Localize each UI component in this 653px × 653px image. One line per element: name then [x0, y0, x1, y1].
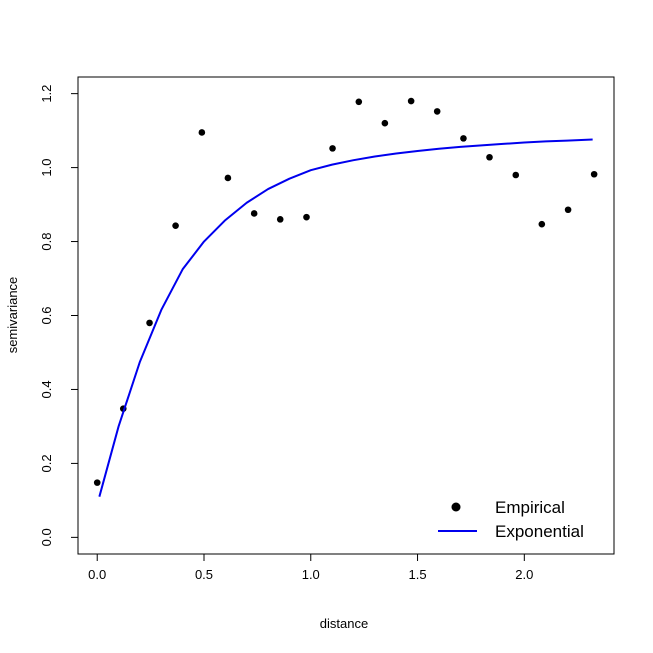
legend-empirical-label: Empirical — [495, 498, 565, 517]
y-tick-label: 0.2 — [39, 454, 54, 472]
y-tick-label: 0.8 — [39, 233, 54, 251]
empirical-point — [486, 153, 493, 161]
empirical-point — [407, 97, 415, 105]
empirical-point — [564, 206, 572, 214]
series-layer — [93, 97, 598, 497]
x-tick-label: 1.0 — [302, 567, 320, 582]
y-tick-label: 1.2 — [39, 85, 54, 103]
empirical-point — [381, 119, 389, 127]
y-axis-label: semivariance — [5, 277, 20, 354]
y-tick-label: 0.0 — [39, 528, 54, 546]
empirical-point — [329, 145, 336, 152]
empirical-point — [224, 174, 232, 182]
empirical-point — [198, 129, 206, 136]
empirical-point — [460, 135, 467, 142]
x-tick-label: 0.5 — [195, 567, 213, 582]
legend: Empirical Exponential — [438, 498, 584, 541]
empirical-point — [250, 210, 258, 217]
y-tick-label: 0.4 — [39, 380, 54, 398]
empirical-point — [538, 220, 546, 228]
empirical-point — [355, 98, 363, 106]
axes: 0.0 0.5 1.0 1.5 2.0 0.0 0.2 0.4 0.6 0.8 1.0 1.2 — [39, 85, 533, 582]
empirical-point — [146, 319, 153, 327]
empirical-point — [590, 170, 598, 178]
empirical-point — [172, 222, 179, 229]
exponential-fit-line — [98, 138, 593, 497]
y-tick-label: 1.0 — [39, 159, 54, 177]
legend-empirical-marker — [451, 502, 461, 512]
x-tick-label: 2.0 — [515, 567, 533, 582]
empirical-point — [433, 108, 441, 115]
empirical-point — [276, 216, 284, 223]
x-tick-label: 0.0 — [88, 567, 106, 582]
y-tick-label: 0.6 — [39, 306, 54, 324]
x-axis-label: distance — [320, 616, 368, 631]
legend-exponential-label: Exponential — [495, 522, 584, 541]
empirical-point — [512, 171, 520, 179]
x-tick-label: 1.5 — [408, 567, 426, 582]
empirical-point — [93, 479, 101, 486]
empirical-point — [303, 213, 310, 221]
